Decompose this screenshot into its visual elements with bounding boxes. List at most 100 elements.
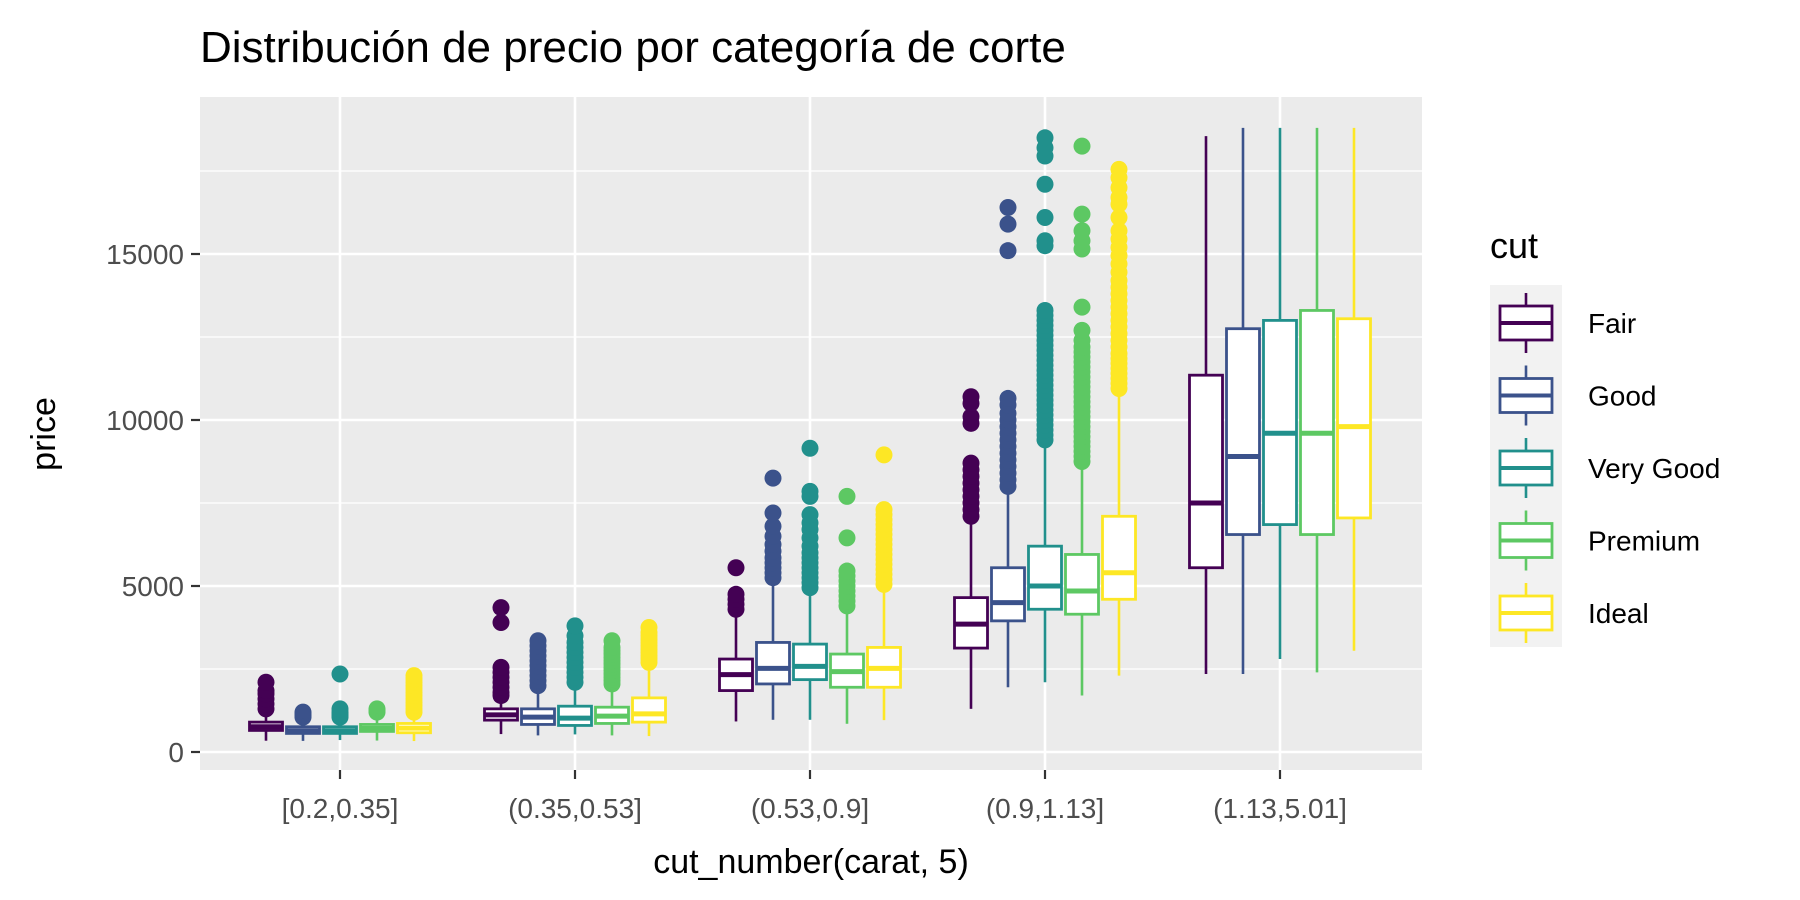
outlier-point <box>875 501 893 519</box>
outlier-point <box>962 388 980 406</box>
outlier-point <box>529 632 547 650</box>
outlier-point <box>999 215 1017 233</box>
outlier-point <box>1110 160 1128 178</box>
outlier-point <box>999 199 1017 217</box>
box-premium-3 <box>1064 137 1100 696</box>
box-premium-4 <box>1299 127 1335 673</box>
outlier-point <box>1036 208 1054 226</box>
box-very-good-3 <box>1027 129 1063 683</box>
legend-label: Ideal <box>1588 598 1649 629</box>
box-body <box>792 642 828 682</box>
box-good-2 <box>755 469 791 720</box>
legend-item-fair: Fair <box>1498 293 1636 353</box>
box-fair-4 <box>1188 136 1224 674</box>
outlier-point <box>1073 222 1091 240</box>
x-axis: [0.2,0.35] (0.35,0.53] (0.53,0.9] (0.9,1.13… <box>282 770 1347 824</box>
y-tick-label: 10000 <box>106 405 184 436</box>
outlier-point <box>801 506 819 524</box>
outlier-point <box>764 469 782 487</box>
outlier-point <box>727 585 745 603</box>
outlier-point <box>764 504 782 522</box>
box-ideal-4 <box>1336 127 1372 651</box>
y-tick-label: 5000 <box>122 571 184 602</box>
box-premium-1 <box>594 632 630 736</box>
y-tick-label: 0 <box>168 737 184 768</box>
box-body <box>1188 373 1224 570</box>
outlier-point <box>566 617 584 635</box>
outlier-point <box>492 599 510 617</box>
x-tick-label: (1.13,5.01] <box>1213 793 1347 824</box>
x-tick-label: (0.53,0.9] <box>751 793 869 824</box>
legend-title: cut <box>1490 225 1538 266</box>
outlier-point <box>492 614 510 632</box>
outlier-point <box>603 632 621 650</box>
outlier-point <box>764 517 782 535</box>
outlier-point <box>1036 129 1054 147</box>
box-fair-0 <box>248 673 284 741</box>
y-axis-title: price <box>25 397 63 471</box>
legend-label: Fair <box>1588 308 1636 339</box>
outlier-point <box>492 658 510 676</box>
legend-item-good: Good <box>1498 365 1657 426</box>
box-ideal-0 <box>396 667 432 742</box>
outlier-point <box>1073 298 1091 316</box>
outlier-point <box>999 389 1017 407</box>
legend-item-very-good: Very Good <box>1498 438 1720 498</box>
box-body <box>1027 544 1063 611</box>
outlier-point <box>801 439 819 457</box>
outlier-point <box>838 562 856 580</box>
outlier-point <box>801 482 819 500</box>
box-body <box>1064 553 1100 616</box>
box-fair-2 <box>718 559 754 722</box>
box-good-1 <box>520 632 556 736</box>
x-tick-label: (0.35,0.53] <box>508 793 642 824</box>
box-body <box>1299 309 1335 536</box>
outlier-point <box>875 446 893 464</box>
legend-label: Good <box>1588 381 1657 412</box>
outlier-point <box>1036 301 1054 319</box>
box-good-0 <box>285 703 321 741</box>
outlier-point <box>1036 175 1054 193</box>
outlier-point <box>368 700 386 718</box>
outlier-point <box>1073 321 1091 339</box>
outlier-point <box>257 673 275 691</box>
legend-item-ideal: Ideal <box>1498 583 1649 643</box>
outlier-point <box>1110 222 1128 240</box>
box-ideal-2 <box>866 446 902 721</box>
legend-label: Premium <box>1588 526 1700 557</box>
box-premium-0 <box>359 700 395 741</box>
box-good-4 <box>1225 127 1261 674</box>
box-good-3 <box>990 199 1026 688</box>
box-very-good-4 <box>1262 127 1298 660</box>
x-axis-title: cut_number(carat, 5) <box>653 843 969 881</box>
box-fair-3 <box>953 388 989 709</box>
outlier-point <box>1110 208 1128 226</box>
outlier-point <box>962 408 980 426</box>
outlier-point <box>294 703 312 721</box>
box-body <box>755 641 791 686</box>
legend: cut Fair Good Very Good Premium Ideal <box>1490 225 1720 647</box>
box-body <box>1262 318 1298 526</box>
y-axis: 0 5000 10000 15000 <box>106 239 200 768</box>
box-body <box>631 696 667 724</box>
outlier-point <box>1073 205 1091 223</box>
outlier-point <box>331 700 349 718</box>
box-ideal-3 <box>1101 160 1137 676</box>
outlier-point <box>999 242 1017 260</box>
chart-title: Distribución de precio por categoría de … <box>200 23 1066 72</box>
box-body <box>1101 514 1137 601</box>
outlier-point <box>331 665 349 683</box>
box-premium-2 <box>829 487 865 724</box>
outlier-point <box>405 667 423 685</box>
legend-label: Very Good <box>1588 453 1720 484</box>
outlier-point <box>640 619 658 636</box>
box-fair-1 <box>483 599 519 735</box>
outlier-point <box>962 454 980 472</box>
outlier-point <box>727 559 745 577</box>
outlier-point <box>838 529 856 547</box>
box-body <box>1336 317 1372 520</box>
outlier-point <box>1073 137 1091 155</box>
box-very-good-0 <box>322 665 358 741</box>
legend-item-premium: Premium <box>1498 510 1700 571</box>
